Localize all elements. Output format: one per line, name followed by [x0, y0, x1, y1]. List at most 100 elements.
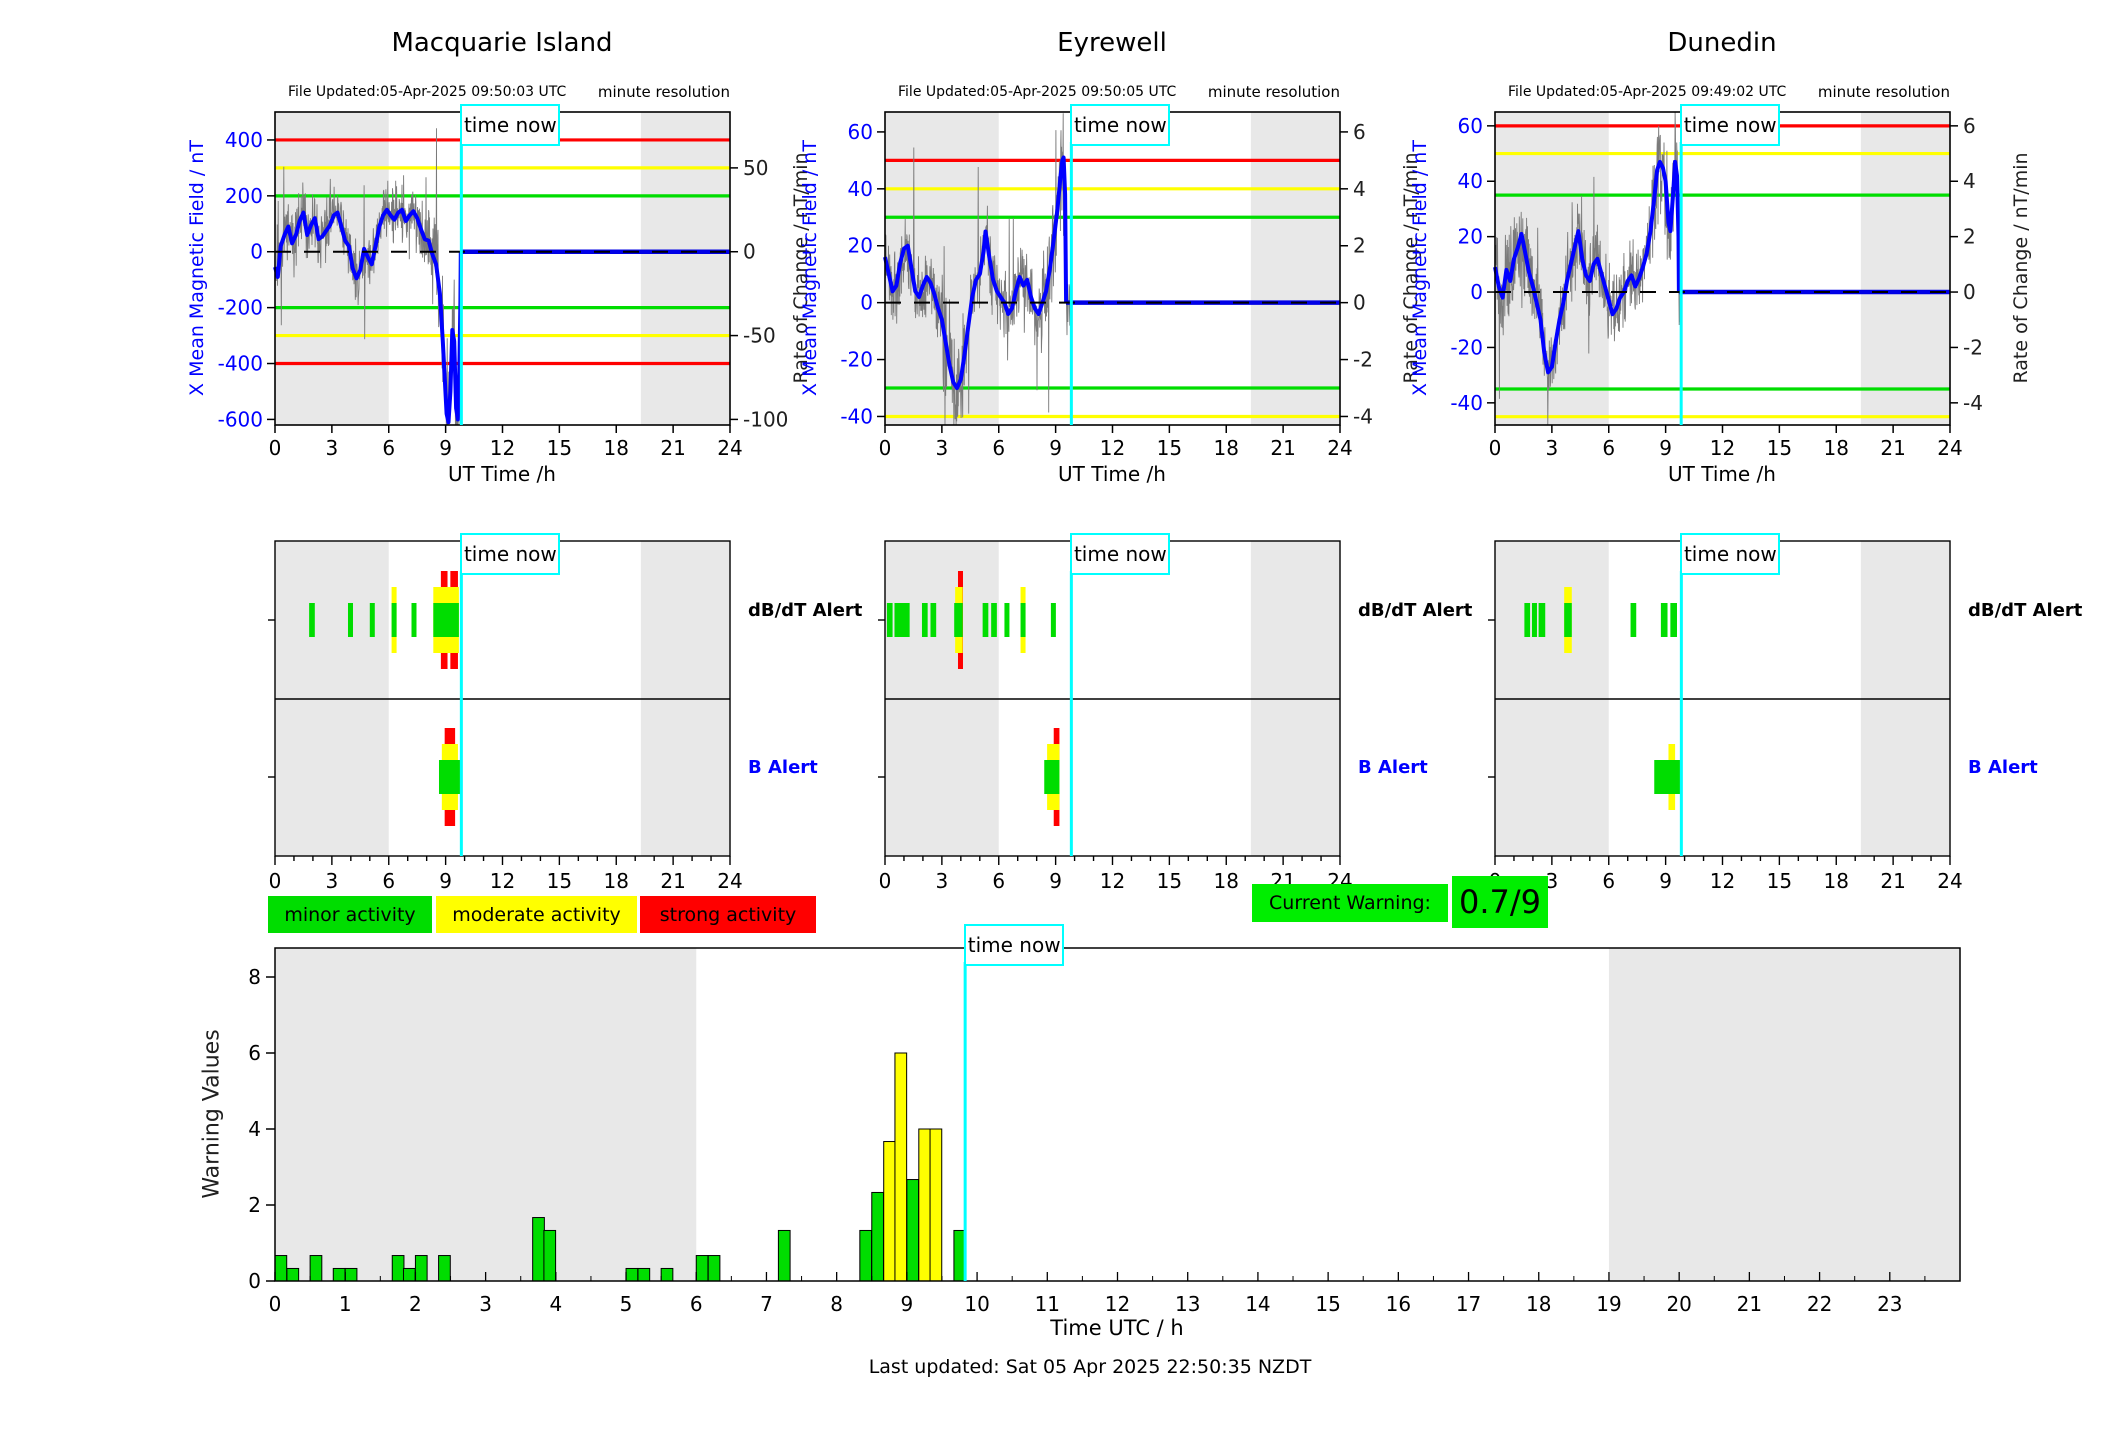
x-tick-label: 24 — [717, 869, 742, 893]
rate-tick-label: -2 — [1963, 335, 1983, 359]
x-tick-label: 6 — [1602, 869, 1615, 893]
warning-bar — [707, 1255, 721, 1282]
y-tick-label: -600 — [218, 407, 263, 431]
y-tick-label: -40 — [1450, 391, 1483, 415]
y-tick-label: 4 — [248, 1117, 261, 1141]
x-tick-label: 6 — [382, 869, 395, 893]
mean-series — [1493, 159, 1681, 375]
y-axis-label-dunedin: X Mean Magnetic Field / nT — [1409, 140, 1431, 396]
x-tick-label: 19 — [1596, 1292, 1621, 1316]
x-tick-label: 12 — [1105, 1292, 1130, 1316]
x-tick-label: 15 — [1767, 436, 1792, 460]
night-band — [1860, 112, 1950, 425]
rate-tick-label: 50 — [743, 156, 768, 180]
mean-series — [273, 207, 463, 425]
rate-tick-label: -2 — [1353, 348, 1373, 372]
x-tick-label: 22 — [1807, 1292, 1832, 1316]
y-tick-label: 40 — [848, 177, 873, 201]
rate-tick-label: 6 — [1353, 120, 1366, 144]
rate-tick-label: -100 — [743, 407, 788, 431]
x-tick-label: 12 — [1710, 869, 1735, 893]
x-tick-label: 21 — [1737, 1292, 1762, 1316]
alert-mark-green — [982, 603, 989, 637]
x-tick-label: 15 — [1157, 869, 1182, 893]
x-axis-label-macquarie: UT Time /h — [448, 462, 556, 486]
noise-trace — [1494, 111, 1682, 426]
y-tick-label: -20 — [840, 348, 873, 372]
x-tick-label: 14 — [1245, 1292, 1270, 1316]
current-warning-text: Current Warning: — [1269, 892, 1431, 914]
warning-bar — [332, 1267, 346, 1282]
chart-title-macquarie: Macquarie Island — [391, 28, 613, 58]
time-now-alert-1-box: time now — [1070, 533, 1171, 575]
y-tick-label: 2 — [248, 1193, 261, 1217]
rate-tick-label: -4 — [1963, 391, 1983, 415]
alert-mark-green — [930, 603, 937, 637]
x-tick-label: 21 — [1880, 436, 1905, 460]
x-tick-label: 18 — [1824, 869, 1849, 893]
x-tick-label: 24 — [1937, 869, 1962, 893]
warning-bar — [929, 1128, 943, 1282]
x-tick-label: 16 — [1386, 1292, 1411, 1316]
x-tick-label: 12 — [490, 869, 515, 893]
x-tick-label: 3 — [479, 1292, 492, 1316]
current-warning-number: 0.7/9 — [1458, 883, 1542, 921]
y-tick-label: 8 — [248, 965, 261, 989]
x-tick-label: 2 — [409, 1292, 422, 1316]
alert-mark-green — [433, 603, 459, 637]
warning-bar — [660, 1267, 674, 1282]
warning-bar — [274, 1255, 288, 1282]
night-band — [275, 948, 697, 1281]
legend-strong-activity: strong activity — [640, 896, 816, 933]
x-tick-label: 15 — [1767, 869, 1792, 893]
chart-title-eyrewell: Eyrewell — [1057, 28, 1167, 58]
warning-bar — [532, 1217, 545, 1282]
x-tick-label: 23 — [1877, 1292, 1902, 1316]
warning-bar — [414, 1255, 428, 1282]
chart-title-dunedin: Dunedin — [1667, 28, 1777, 58]
alert-mark-green — [1654, 760, 1682, 794]
alert-mark-green — [1004, 603, 1010, 637]
x-tick-label: 24 — [1327, 436, 1352, 460]
time-now-chart-2-box: time now — [1680, 104, 1781, 146]
night-band — [1608, 948, 1960, 1281]
x-tick-label: 0 — [269, 1292, 282, 1316]
x-tick-label: 18 — [604, 869, 629, 893]
y-tick-label: -20 — [1450, 335, 1483, 359]
x-tick-label: 10 — [964, 1292, 989, 1316]
x-tick-label: 9 — [439, 869, 452, 893]
rate-tick-label: 2 — [1963, 225, 1976, 249]
warning-bar — [906, 1179, 920, 1282]
x-axis-label-dunedin: UT Time /h — [1668, 462, 1776, 486]
x-tick-label: 6 — [382, 436, 395, 460]
warning-bar — [286, 1267, 300, 1282]
b-alert-label-macquarie: B Alert — [748, 757, 818, 778]
x-tick-label: 21 — [1270, 436, 1295, 460]
night-band — [1250, 112, 1340, 425]
warning-bar — [894, 1052, 908, 1282]
y-tick-label: 0 — [248, 1269, 261, 1293]
y-tick-label: 400 — [225, 128, 263, 152]
alert-mark-green — [1564, 603, 1572, 637]
x-tick-label: 6 — [992, 869, 1005, 893]
y-tick-label: 200 — [225, 184, 263, 208]
x-tick-label: 24 — [1937, 436, 1962, 460]
warning-bar — [625, 1267, 639, 1282]
x-tick-label: 20 — [1666, 1292, 1691, 1316]
y-tick-label: 0 — [250, 240, 263, 264]
rate-tick-label: 6 — [1963, 114, 1976, 138]
b-alert-label-eyrewell: B Alert — [1358, 757, 1428, 778]
last-updated-text: Last updated: Sat 05 Apr 2025 22:50:35 N… — [868, 1356, 1312, 1378]
alert-mark-green — [1050, 603, 1056, 637]
x-tick-label: 5 — [620, 1292, 633, 1316]
legend-moderate-activity: moderate activity — [436, 896, 637, 933]
y-tick-label: -40 — [840, 404, 873, 428]
x-tick-label: 9 — [1049, 436, 1062, 460]
y-tick-label: 20 — [848, 234, 873, 258]
alert-mark-green — [411, 603, 417, 637]
